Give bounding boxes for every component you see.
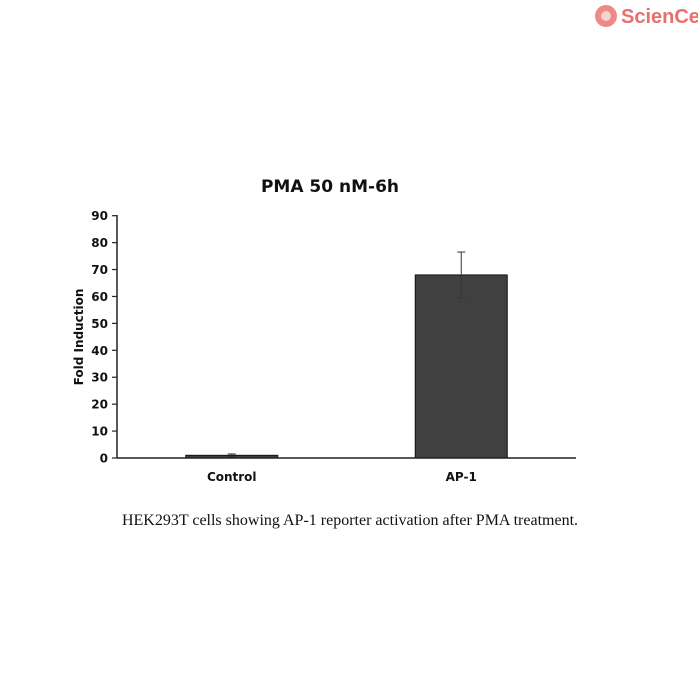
y-tick-label: 50: [91, 317, 108, 331]
y-axis-label: Fold Induction: [72, 289, 86, 386]
y-tick-label: 40: [91, 344, 108, 358]
logo-graphic: ScienCell: [595, 5, 700, 28]
chart-title: PMA 50 nM-6h: [261, 177, 399, 197]
x-tick-label: Control: [207, 470, 257, 484]
y-tick-label: 0: [100, 452, 108, 466]
y-tick-label: 10: [91, 425, 108, 439]
y-tick-label: 30: [91, 371, 108, 385]
y-tick-label: 20: [91, 398, 108, 412]
y-tick-label: 90: [91, 209, 108, 223]
logo-text: ScienCell: [621, 6, 698, 28]
figure-caption: HEK293T cells showing AP-1 reporter acti…: [121, 512, 579, 529]
y-tick-label: 80: [91, 236, 108, 250]
y-tick-label: 70: [91, 263, 108, 277]
bar-ap-1: [414, 274, 508, 459]
x-tick-label: AP-1: [446, 470, 477, 484]
sciencell-logo: ScienCell: [594, 2, 700, 30]
y-tick-label: 60: [91, 290, 108, 304]
logo-cell-icon: [601, 11, 611, 21]
